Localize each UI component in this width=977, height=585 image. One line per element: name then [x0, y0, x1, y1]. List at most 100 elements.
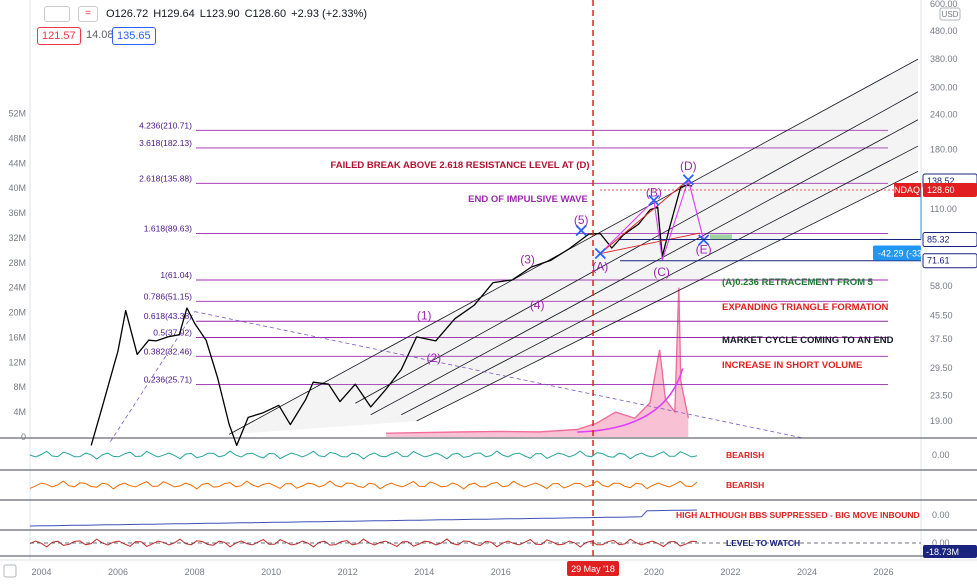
price-tick-label: 480.00: [930, 26, 958, 36]
ohlc-change: +2.93 (+2.33%): [291, 8, 367, 20]
fib-level-label: 0.5(37.92): [153, 327, 192, 337]
price-tick-label: 380.00: [930, 54, 958, 64]
time-tick-label: 2008: [185, 567, 205, 577]
ndaq-symbol-label: NDAQ: [894, 185, 920, 195]
date-badge: [567, 561, 620, 576]
channel-line: [228, 58, 919, 435]
wave-label: (C): [653, 265, 670, 279]
volume-tick-label: 40M: [8, 183, 26, 193]
wave-label: (A): [592, 260, 608, 274]
indicator-line: [29, 480, 698, 490]
time-tick-label: 2024: [797, 567, 817, 577]
volume-tick-label: 28M: [8, 258, 26, 268]
wave-label: (3): [520, 252, 535, 266]
volume-tick-label: 52M: [8, 109, 26, 119]
time-tick-label: 2004: [31, 567, 51, 577]
badge-last-price: [923, 182, 977, 197]
price-tick-label: 58.00: [930, 281, 953, 291]
ndaq-symbol-badge: [894, 182, 921, 197]
indicator-line: [29, 450, 698, 460]
wave-marker-x: [682, 174, 694, 186]
indicator-line: [29, 509, 698, 527]
projected-e-wave: [687, 179, 705, 241]
fib-level-label: 2.618(135.88): [139, 173, 192, 183]
volume-tick-label: 44M: [8, 158, 26, 168]
volume-tick-label: 16M: [8, 332, 26, 342]
volume-tick-label: 20M: [8, 308, 26, 318]
volume-tick-label: 0: [21, 432, 26, 442]
time-tick-label: 2010: [261, 567, 281, 577]
volume-tick-label: 12M: [8, 357, 26, 367]
price-tick-label: 29.50: [930, 363, 953, 373]
buy-price-chip[interactable]: 135.65: [112, 27, 156, 45]
date-badge-label: 29 May '18: [571, 564, 615, 574]
indicator-value-label: 0.00: [932, 538, 950, 548]
time-tick-label: 2014: [414, 567, 434, 577]
tradingview-logo: [3, 564, 17, 578]
fib-level-label: 1(61.04): [160, 270, 192, 280]
ohlc-open: O126.72: [106, 8, 149, 20]
projection-box: [710, 234, 732, 240]
price-tick-label: 110.00: [930, 204, 957, 214]
indicator-value-label: 0.00: [932, 450, 950, 460]
time-tick-label: 2026: [874, 567, 894, 577]
channel-line: [401, 145, 919, 416]
price-tick-label: 600.00: [930, 0, 958, 9]
price-tick-label: 180.00: [930, 144, 958, 154]
volume-tick-label: 48M: [8, 133, 26, 143]
sell-price-chip[interactable]: 121.57: [37, 27, 81, 45]
badge-71-label: 71.61: [927, 256, 950, 266]
fib-level-label: 3.618(182.13): [139, 138, 192, 148]
short-volume-area: [386, 287, 689, 437]
channel-line: [355, 91, 919, 404]
volume-tick-label: 4M: [13, 407, 26, 417]
wave-marker-x: [575, 224, 587, 237]
currency-label: USD: [942, 10, 959, 19]
time-tick-label: 2022: [720, 567, 740, 577]
price-tick-label: 19.00: [930, 416, 953, 426]
badge-last-price-label: 128.60: [927, 185, 955, 195]
volume-tick-label: 24M: [8, 283, 26, 293]
fib-level-label: 0.786(51.15): [144, 291, 192, 301]
chart-annotation: END OF IMPULSIVE WAVE: [468, 194, 588, 205]
ohlc-low: L123.90: [199, 8, 240, 20]
price-tick-label: 240.00: [930, 110, 958, 120]
wave-label: (1): [417, 309, 432, 323]
chart-toggle-button[interactable]: [44, 6, 70, 22]
wave-label: (D): [680, 159, 697, 173]
price-tick-label: 37.50: [930, 334, 953, 344]
wave-marker-x: [648, 194, 660, 207]
wave-label: (B): [646, 185, 662, 199]
channel-line: [370, 119, 919, 416]
wave-label: (4): [530, 298, 545, 312]
fib-level-label: 1.618(89.63): [144, 224, 192, 234]
indicator-annotation: BEARISH: [726, 480, 764, 490]
wave-label: (5): [574, 213, 589, 227]
short-volume-badge: [923, 545, 977, 558]
wave-marker-x: [594, 247, 606, 260]
wave-label: (E): [696, 243, 712, 257]
volume-tick-label: 32M: [8, 233, 26, 243]
chart-annotation: MARKET CYCLE COMING TO AN END: [722, 335, 894, 346]
time-tick-label: 2012: [338, 567, 358, 577]
short-volume-badge-label: -18.73M: [926, 547, 959, 557]
chart-annotation: INCREASE IN SHORT VOLUME: [722, 360, 862, 371]
chart-annotation: (A)0.236 RETRACEMENT FROM 5: [722, 277, 874, 288]
fib-level-label: 4.236(210.71): [139, 120, 192, 130]
badge-85-label: 85.32: [927, 235, 950, 245]
fib-level-label: 0.236(25.71): [144, 374, 192, 384]
price-tick-label: 45.50: [930, 310, 953, 320]
indicator-value-label: 0.00: [932, 510, 950, 520]
indicator-annotation: LEVEL TO WATCH: [726, 538, 800, 548]
badge-71: [922, 253, 977, 269]
short-volume-trend-curve: [577, 368, 684, 433]
time-tick-label: 2006: [108, 567, 128, 577]
ohlc-header: = O126.72 H129.64 L123.90 C128.60 +2.93 …: [44, 6, 372, 22]
ohlc-high: H129.64: [153, 8, 195, 20]
symbol-equal-button[interactable]: =: [78, 6, 98, 22]
spread-value: 14.08: [86, 29, 114, 41]
measure-badge: [873, 245, 921, 261]
